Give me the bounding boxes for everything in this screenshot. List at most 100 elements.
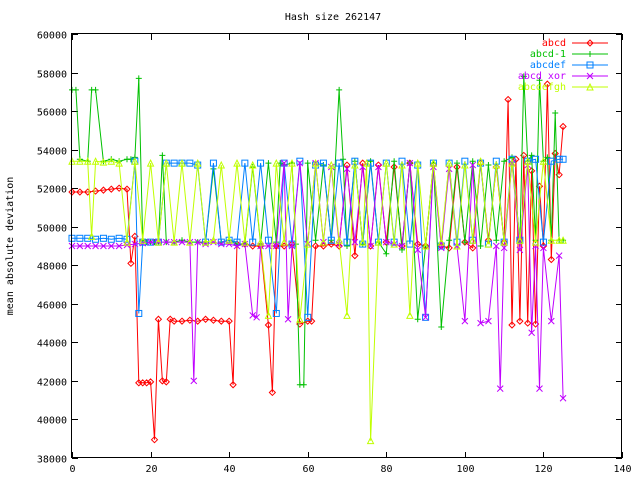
data-point [296, 159, 304, 167]
data-point [414, 246, 422, 254]
data-point [327, 236, 335, 244]
data-point [92, 86, 99, 93]
data-point [201, 238, 210, 246]
data-point [343, 311, 351, 319]
data-point [343, 161, 351, 169]
data-point [335, 242, 343, 250]
data-point [209, 159, 217, 167]
data-point [146, 378, 155, 386]
data-point [547, 157, 555, 165]
data-point [399, 246, 405, 253]
data-point [311, 242, 320, 250]
data-point [500, 238, 508, 246]
data-point [555, 236, 563, 244]
legend-label-abcdefgh: abcdefgh [518, 82, 566, 93]
x-tick-label: 100 [456, 464, 474, 475]
data-point [170, 317, 178, 325]
data-point [217, 317, 225, 325]
data-point [92, 242, 99, 250]
data-point [233, 242, 241, 250]
data-point [233, 238, 241, 246]
data-point [127, 156, 134, 163]
data-point [158, 377, 167, 385]
data-point [264, 236, 272, 244]
data-point [453, 163, 461, 171]
series-line-abcd [72, 84, 564, 440]
data-point [178, 317, 186, 325]
data-point [115, 242, 123, 250]
data-point [107, 185, 115, 193]
data-point [559, 155, 567, 163]
legend-marker-abcd-xor [586, 72, 594, 80]
data-point [264, 311, 273, 319]
data-point [268, 388, 277, 397]
data-point [99, 234, 107, 242]
data-point [366, 436, 375, 445]
data-point [461, 317, 469, 325]
data-point [496, 385, 504, 392]
data-point [99, 186, 108, 194]
x-tick-label: 20 [145, 464, 157, 475]
series-line-abcd-xor [72, 163, 564, 399]
y-axis-label: mean absolute deviation [5, 177, 16, 315]
data-point [107, 157, 116, 165]
data-point [544, 154, 551, 161]
data-point [536, 77, 543, 84]
data-point [366, 242, 375, 250]
data-point [531, 238, 540, 246]
x-tick-label: 120 [534, 464, 552, 475]
y-tick-label: 46000 [37, 301, 67, 312]
data-point [201, 315, 210, 323]
data-point [249, 238, 257, 246]
data-point [492, 242, 500, 250]
data-point [523, 157, 532, 165]
data-point [217, 240, 225, 248]
x-tick-label: 140 [613, 464, 631, 475]
legend-label-abcd-1: abcd-1 [530, 49, 566, 60]
data-point [406, 311, 414, 319]
series-abcd [68, 80, 567, 444]
data-point [296, 315, 304, 323]
data-point [135, 309, 143, 317]
data-point [107, 235, 115, 243]
data-point [351, 157, 359, 165]
data-point [508, 159, 516, 167]
data-point [461, 157, 469, 165]
data-point [516, 236, 524, 244]
x-tick-label: 40 [223, 464, 235, 475]
data-point [390, 163, 398, 171]
data-point [524, 319, 532, 327]
data-point [484, 239, 493, 248]
data-point [225, 236, 233, 244]
data-point [100, 242, 107, 250]
data-point [493, 237, 500, 244]
data-point [304, 160, 311, 167]
data-point [193, 159, 202, 167]
legend-marker-abcdefgh [586, 82, 594, 91]
data-point [147, 238, 154, 246]
data-point [551, 149, 559, 158]
data-point [367, 159, 375, 167]
series-line-abcdefgh [72, 160, 564, 441]
data-point [492, 160, 501, 169]
data-point [131, 157, 139, 165]
legend-label-abcdef: abcdef [530, 60, 566, 71]
data-point [107, 242, 115, 250]
data-point [437, 238, 446, 246]
data-point [559, 394, 567, 402]
data-point [382, 238, 390, 246]
data-point [422, 313, 429, 321]
data-point [241, 238, 249, 246]
data-point [527, 167, 536, 175]
series-layer [68, 73, 567, 445]
data-point [127, 259, 135, 268]
data-point [390, 239, 398, 248]
data-point [264, 321, 273, 329]
data-point [217, 160, 226, 169]
data-point [508, 155, 516, 163]
data-point [272, 159, 281, 167]
data-point [536, 385, 543, 392]
data-point [469, 158, 476, 165]
data-point [382, 159, 391, 167]
y-tick-label: 50000 [37, 224, 67, 235]
